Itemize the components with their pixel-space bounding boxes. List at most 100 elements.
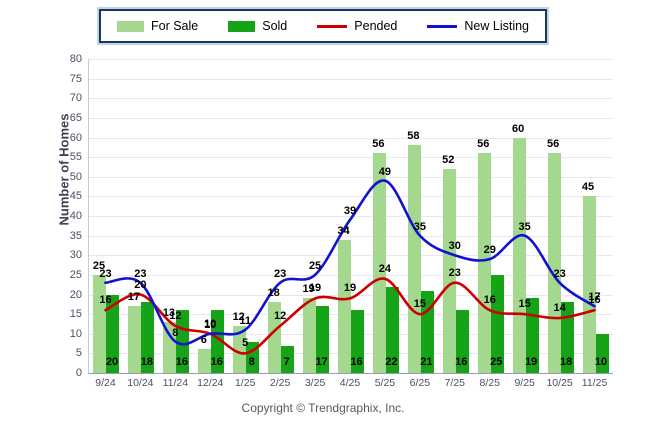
for-sale-value-label: 45 <box>581 181 595 194</box>
for-sale-value-label: 19 <box>302 283 315 296</box>
new-listing-value-label: 23 <box>99 267 112 280</box>
y-tick-label: 10 <box>69 327 82 340</box>
gridline <box>89 196 613 198</box>
legend-item-sold: Sold <box>228 19 287 33</box>
y-tick-label: 60 <box>69 131 82 144</box>
new-listing-value-label: 35 <box>413 220 426 233</box>
y-tick-label: 0 <box>75 367 82 379</box>
for-sale-value-label: 56 <box>546 138 560 151</box>
for-sale-value-label: 12 <box>232 310 245 323</box>
sold-value-label: 17 <box>315 356 328 368</box>
copyright-text: Copyright © Trendgraphix, Inc. <box>241 401 405 415</box>
y-tick-label: 15 <box>69 308 82 321</box>
x-tick-label: 5/25 <box>374 377 396 389</box>
sold-bar <box>595 333 609 373</box>
y-tick-label: 65 <box>69 111 82 124</box>
new-listing-value-label: 23 <box>274 267 287 280</box>
x-tick-label: 11/25 <box>581 377 608 389</box>
y-tick-label: 30 <box>69 249 82 262</box>
pended-value-label: 14 <box>553 302 566 315</box>
new-listing-value-label: 25 <box>308 259 322 272</box>
y-axis-title: Number of Homes <box>56 113 72 226</box>
legend-item-new-listing: New Listing <box>427 19 529 33</box>
gridline <box>89 157 613 159</box>
sold-value-label: 16 <box>175 356 188 368</box>
gridline <box>89 98 613 100</box>
x-tick-label: 2/25 <box>269 377 291 389</box>
legend-label-for-sale: For Sale <box>150 19 199 33</box>
y-tick-label: 80 <box>69 53 82 65</box>
sold-value-label: 19 <box>525 356 538 368</box>
new-listing-value-label: 49 <box>378 165 392 178</box>
legend-label-new-listing: New Listing <box>464 19 530 33</box>
pended-value-label: 16 <box>99 294 112 307</box>
pended-value-label: 23 <box>448 266 461 279</box>
legend-label-sold: Sold <box>262 19 288 33</box>
new-listing-value-label: 23 <box>553 267 566 280</box>
sold-value-label: 10 <box>594 356 608 368</box>
for-sale-value-label: 56 <box>372 138 385 151</box>
legend-label-pended: Pended <box>354 19 398 33</box>
for-sale-swatch-icon <box>116 20 144 32</box>
new-listing-value-label: 10 <box>204 318 217 331</box>
new-listing-value-label: 29 <box>483 244 496 257</box>
x-tick-label: 9/24 <box>95 377 116 389</box>
pended-value-label: 16 <box>483 294 496 307</box>
sold-value-label: 7 <box>283 356 290 368</box>
for-sale-bar <box>512 137 526 373</box>
gridline <box>89 274 613 276</box>
for-sale-value-label: 60 <box>512 122 525 135</box>
new-listing-value-label: 35 <box>518 220 531 233</box>
x-tick-label: 7/25 <box>444 377 466 389</box>
for-sale-bar <box>93 274 107 373</box>
new-listing-value-label: 30 <box>448 240 461 253</box>
y-tick-label: 45 <box>69 190 82 203</box>
for-sale-value-label: 52 <box>442 153 455 166</box>
y-tick-label: 50 <box>69 170 82 183</box>
sold-value-label: 20 <box>105 356 119 368</box>
for-sale-value-label: 58 <box>407 130 420 143</box>
sold-value-label: 18 <box>559 356 573 368</box>
x-tick-label: 8/25 <box>479 377 500 389</box>
x-tick-label: 11/24 <box>162 377 189 389</box>
new-listing-value-label: 8 <box>172 326 179 339</box>
x-tick-label: 9/25 <box>514 377 535 389</box>
sold-value-label: 25 <box>490 356 503 368</box>
x-tick-label: 4/25 <box>339 377 361 389</box>
y-tick-label: 35 <box>69 229 82 242</box>
for-sale-value-label: 13 <box>162 306 175 319</box>
x-tick-label: 12/24 <box>197 377 224 389</box>
for-sale-value-label: 25 <box>92 259 106 272</box>
pended-value-label: 15 <box>413 298 426 311</box>
for-sale-value-label: 18 <box>267 287 280 300</box>
for-sale-bar <box>407 145 421 373</box>
legend-item-for-sale: For Sale <box>116 19 199 33</box>
x-tick-label: 10/25 <box>546 377 573 389</box>
gridline <box>89 59 613 60</box>
for-sale-value-label: 56 <box>477 138 490 151</box>
y-tick-label: 70 <box>69 92 82 105</box>
y-tick-label: 20 <box>69 288 82 301</box>
gridline <box>89 117 613 119</box>
pended-value-label: 10 <box>204 317 217 330</box>
sold-value-label: 8 <box>248 356 255 368</box>
y-tick-label: 40 <box>69 210 82 222</box>
sold-value-label: 18 <box>140 356 154 368</box>
x-tick-label: 6/25 <box>409 377 431 389</box>
pended-value-label: 5 <box>242 337 249 350</box>
for-sale-bar <box>338 239 351 373</box>
x-tick-label: 1/25 <box>234 377 256 389</box>
new-listing-value-label: 23 <box>134 267 147 280</box>
sold-value-label: 16 <box>210 356 223 368</box>
x-tick-label: 10/24 <box>127 377 154 389</box>
pended-line-swatch-icon <box>317 24 348 28</box>
pended-value-label: 24 <box>378 262 392 275</box>
new-listing-value-label: 11 <box>239 314 251 327</box>
pended-value-label: 16 <box>588 294 601 307</box>
y-tick-label: 55 <box>69 151 82 164</box>
sold-value-label: 16 <box>350 356 363 368</box>
new-listing-value-label: 17 <box>588 291 601 304</box>
for-sale-bar <box>477 153 491 373</box>
y-tick-label: 5 <box>75 347 82 360</box>
